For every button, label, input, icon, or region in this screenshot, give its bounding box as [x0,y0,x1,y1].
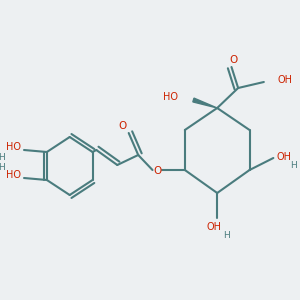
Text: HO: HO [6,170,21,180]
Text: O: O [153,166,161,176]
Text: O: O [229,55,238,65]
Text: H: H [223,232,230,241]
Text: H: H [0,164,5,172]
Text: OH: OH [207,222,222,232]
Text: OH: OH [277,75,292,85]
Polygon shape [193,98,217,108]
Text: OH: OH [276,152,291,162]
Text: H: H [290,161,297,170]
Text: HO: HO [6,142,21,152]
Text: HO: HO [163,92,178,102]
Text: O: O [119,121,127,131]
Text: H: H [0,154,5,163]
